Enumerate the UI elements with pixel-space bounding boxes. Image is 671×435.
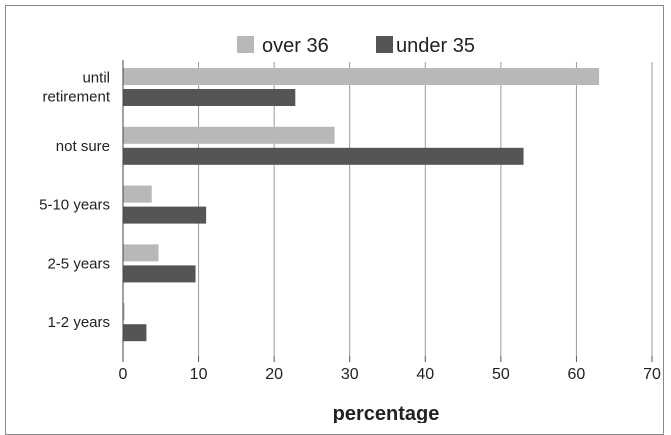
bar-under35-3 [123, 265, 196, 283]
category-label-4-0: 1-2 years [47, 314, 110, 331]
x-tick-label-70: 70 [643, 366, 661, 383]
bar-over36-0 [123, 68, 600, 85]
x-tick-label-50: 50 [492, 366, 510, 383]
category-label-0-1: retirement [42, 89, 110, 106]
x-tick-labels: 0 10 20 30 40 50 60 70 [119, 366, 661, 383]
category-label-2-0: 5-10 years [39, 197, 110, 214]
category-labels: until retirement not sure 5-10 years 2-5 yea… [39, 70, 111, 332]
x-tick-label-0: 0 [119, 366, 128, 383]
bar-over36-4 [123, 303, 125, 321]
x-axis-title: percentage [333, 403, 440, 423]
x-tick-label-20: 20 [265, 366, 283, 383]
bar-under35-4 [123, 324, 147, 342]
gridlines [122, 62, 653, 362]
legend-label-under35: under 35 [396, 35, 475, 57]
x-tick-label-10: 10 [190, 366, 208, 383]
bars [123, 68, 600, 342]
legend: over 36 under 35 [237, 35, 475, 57]
x-tick-label-30: 30 [341, 366, 359, 383]
bar-over36-3 [123, 244, 159, 262]
legend-swatch-under35 [376, 36, 393, 53]
bar-chart: 0 10 20 30 40 50 60 70 until retirement not sure 5… [39, 35, 661, 423]
bar-under35-1 [123, 147, 524, 165]
bar-under35-0 [123, 89, 296, 106]
category-label-1-0: not sure [56, 138, 110, 155]
bar-over36-2 [123, 185, 152, 203]
legend-label-over36: over 36 [262, 35, 329, 57]
bar-under35-2 [123, 206, 207, 224]
bar-over36-1 [123, 126, 335, 144]
x-tick-label-60: 60 [568, 366, 586, 383]
category-label-0-0: until [82, 70, 110, 87]
legend-swatch-over36 [237, 36, 254, 53]
category-label-3-0: 2-5 years [47, 255, 110, 272]
x-tick-label-40: 40 [416, 366, 434, 383]
